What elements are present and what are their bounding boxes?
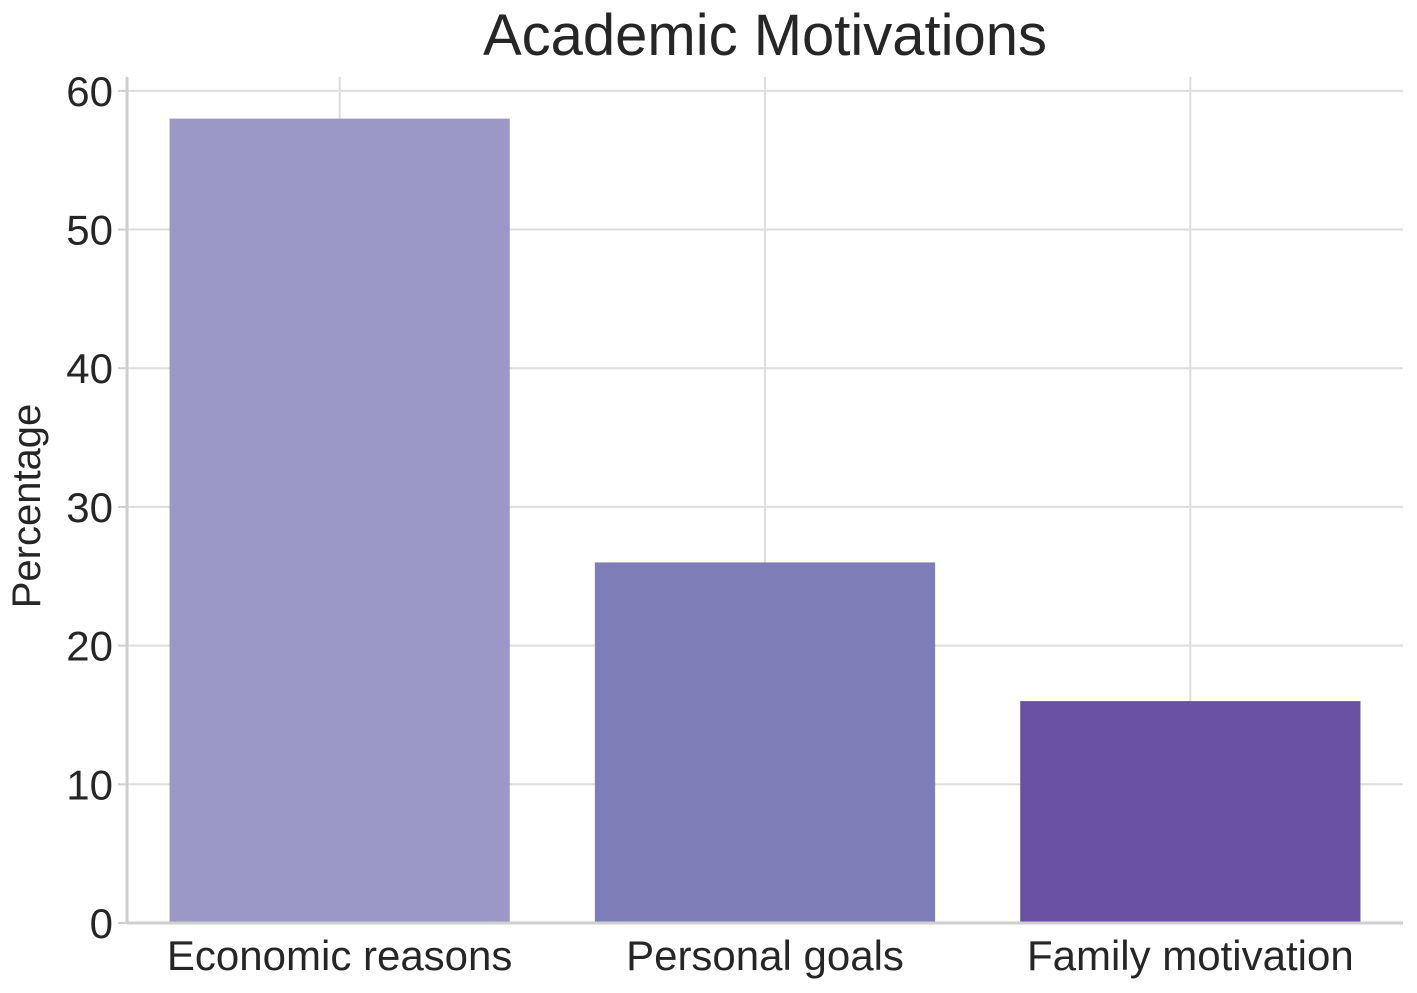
- y-tick-label: 60: [66, 68, 113, 115]
- x-tick-label: Personal goals: [626, 932, 904, 979]
- chart-title: Academic Motivations: [483, 3, 1047, 68]
- y-axis-label: Percentage: [5, 404, 49, 609]
- x-tick-label: Family motivation: [1027, 932, 1354, 979]
- y-tick-labels: 0 10 20 30 40 50 60: [66, 68, 113, 947]
- y-tick-label: 50: [66, 207, 113, 254]
- x-tick-label: Economic reasons: [167, 932, 513, 979]
- bar-economic-reasons: [169, 118, 510, 923]
- bar-personal-goals: [594, 562, 936, 923]
- bars: [169, 118, 1361, 923]
- x-tick-labels: Economic reasons Personal goals Family mot…: [167, 932, 1354, 979]
- y-tick-label: 10: [66, 761, 113, 808]
- y-tick-label: 30: [66, 484, 113, 531]
- y-tick-label: 40: [66, 345, 113, 392]
- axes: [118, 77, 1403, 925]
- y-tick-label: 20: [66, 623, 113, 670]
- y-tick-label: 0: [90, 900, 113, 947]
- bar-family-motivation: [1020, 701, 1361, 923]
